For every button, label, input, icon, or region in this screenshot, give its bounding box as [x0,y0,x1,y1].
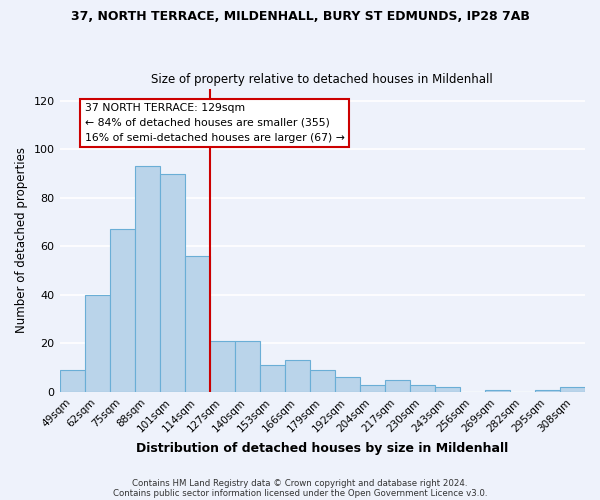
Bar [85,295,110,392]
Bar [560,387,585,392]
Text: Contains public sector information licensed under the Open Government Licence v3: Contains public sector information licen… [113,488,487,498]
Bar [335,378,360,392]
Bar [310,370,335,392]
Bar [535,390,560,392]
Bar [209,341,235,392]
Title: Size of property relative to detached houses in Mildenhall: Size of property relative to detached ho… [151,73,493,86]
Bar [235,341,260,392]
Bar [134,166,160,392]
Text: 37 NORTH TERRACE: 129sqm
← 84% of detached houses are smaller (355)
16% of semi-: 37 NORTH TERRACE: 129sqm ← 84% of detach… [85,103,344,142]
X-axis label: Distribution of detached houses by size in Mildenhall: Distribution of detached houses by size … [136,442,508,455]
Bar [260,365,285,392]
Text: 37, NORTH TERRACE, MILDENHALL, BURY ST EDMUNDS, IP28 7AB: 37, NORTH TERRACE, MILDENHALL, BURY ST E… [71,10,529,23]
Bar [110,230,134,392]
Bar [410,384,435,392]
Bar [160,174,185,392]
Text: Contains HM Land Registry data © Crown copyright and database right 2024.: Contains HM Land Registry data © Crown c… [132,478,468,488]
Y-axis label: Number of detached properties: Number of detached properties [15,148,28,334]
Bar [360,384,385,392]
Bar [485,390,510,392]
Bar [435,387,460,392]
Bar [385,380,410,392]
Bar [185,256,209,392]
Bar [285,360,310,392]
Bar [59,370,85,392]
